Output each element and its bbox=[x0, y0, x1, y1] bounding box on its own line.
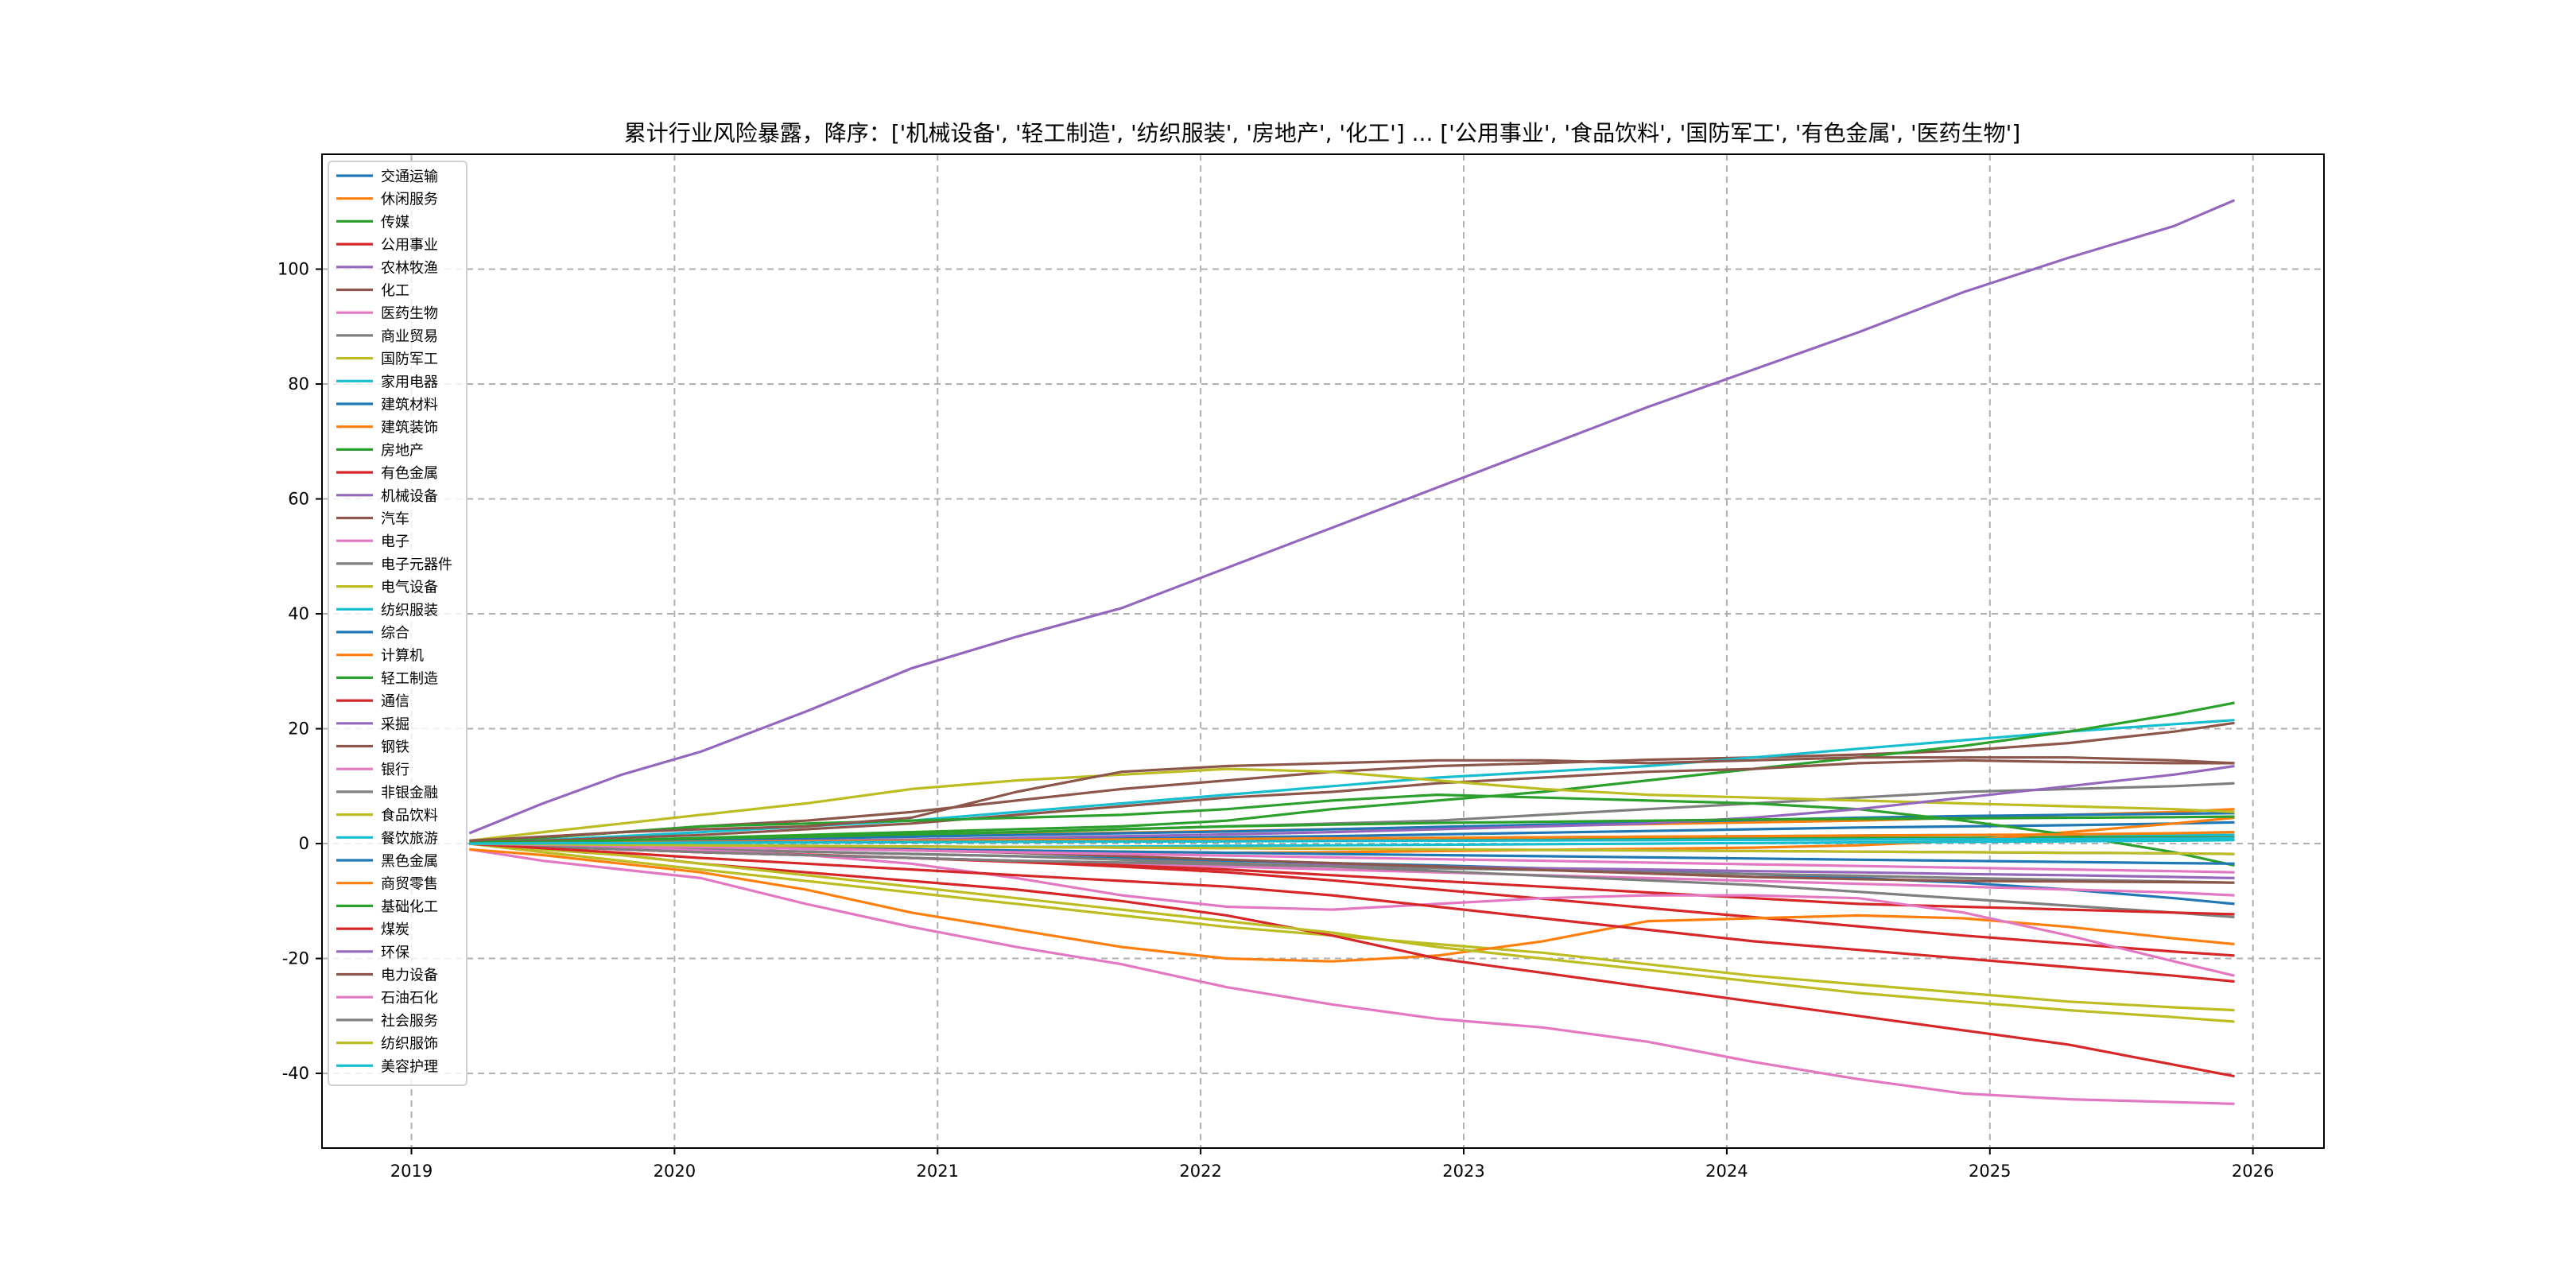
series-line bbox=[469, 842, 2235, 1023]
legend-label: 农林牧渔 bbox=[381, 260, 438, 277]
y-tick-label: 100 bbox=[277, 260, 309, 279]
legend-label: 电气设备 bbox=[381, 580, 438, 596]
y-tick-label: 60 bbox=[288, 490, 309, 509]
plot-frame bbox=[321, 153, 2325, 1149]
series-line bbox=[469, 815, 2235, 845]
series-line bbox=[469, 793, 2235, 867]
y-tick-label: -20 bbox=[282, 949, 309, 968]
series-line bbox=[469, 719, 2235, 845]
x-tick-label: 2020 bbox=[654, 1162, 696, 1181]
legend-box bbox=[328, 161, 467, 1086]
series-line bbox=[469, 842, 2235, 983]
legend-label: 商贸零售 bbox=[381, 876, 438, 893]
legend-label: 社会服务 bbox=[381, 1013, 438, 1030]
legend-label: 交通运输 bbox=[381, 169, 438, 185]
legend-label: 黑色金属 bbox=[381, 853, 438, 870]
y-tick-label: -40 bbox=[282, 1064, 309, 1083]
legend-label: 环保 bbox=[381, 945, 409, 961]
legend-label: 钢铁 bbox=[381, 739, 409, 756]
legend-label: 非银金融 bbox=[381, 785, 438, 801]
chart-title: 累计行业风险暴露，降序：['机械设备', '轻工制造', '纺织服装', '房地… bbox=[624, 120, 2021, 146]
series-line bbox=[469, 812, 2235, 845]
legend-label: 基础化工 bbox=[381, 898, 438, 915]
legend-label: 食品饮料 bbox=[381, 808, 438, 824]
y-tick-label: 20 bbox=[288, 720, 309, 739]
legend-label: 公用事业 bbox=[381, 237, 438, 254]
legend-label: 医药生物 bbox=[381, 305, 438, 322]
legend-label: 纺织服饰 bbox=[381, 1036, 438, 1053]
series-line bbox=[469, 842, 2235, 874]
y-tick-label: 0 bbox=[299, 834, 309, 853]
legend-label: 家用电器 bbox=[381, 374, 438, 390]
legend-label: 电力设备 bbox=[381, 968, 438, 984]
legend-label: 化工 bbox=[381, 283, 409, 300]
legend-label: 房地产 bbox=[381, 442, 424, 459]
x-tick-label: 2024 bbox=[1705, 1162, 1748, 1181]
series-line bbox=[469, 758, 2235, 845]
legend-label: 机械设备 bbox=[381, 488, 438, 505]
legend-label: 石油石化 bbox=[381, 990, 438, 1007]
legend-label: 银行 bbox=[381, 762, 409, 778]
legend-label: 商业贸易 bbox=[381, 328, 438, 345]
legend-label: 休闲服务 bbox=[381, 192, 438, 208]
series-line bbox=[469, 848, 2235, 963]
x-tick-label: 2023 bbox=[1442, 1162, 1484, 1181]
x-tick-label: 2022 bbox=[1179, 1162, 1221, 1181]
y-tick-label: 40 bbox=[288, 604, 309, 623]
legend: 交通运输休闲服务传媒公用事业农林牧渔化工医药生物商业贸易国防军工家用电器建筑材料… bbox=[328, 161, 467, 1086]
legend-label: 通信 bbox=[381, 693, 409, 710]
y-axis: -40 -20 0 20 40 60 80 100 bbox=[277, 260, 322, 1083]
series-line bbox=[469, 836, 2235, 845]
legend-label: 电子 bbox=[381, 533, 409, 550]
series-line bbox=[468, 199, 2236, 835]
x-axis: 2019 2020 2021 2022 2023 2024 2025 2026 bbox=[390, 1148, 2274, 1181]
legend-label: 计算机 bbox=[381, 648, 424, 665]
legend-label: 综合 bbox=[381, 625, 409, 642]
y-tick-label: 80 bbox=[288, 374, 309, 394]
series-lines bbox=[468, 199, 2236, 1105]
legend-label: 轻工制造 bbox=[381, 670, 438, 687]
series-line bbox=[469, 848, 2235, 1105]
legend-label: 建筑装饰 bbox=[381, 420, 438, 436]
legend-label: 有色金属 bbox=[381, 465, 438, 482]
series-line bbox=[469, 842, 2235, 884]
x-tick-label: 2025 bbox=[1969, 1162, 2011, 1181]
legend-label: 汽车 bbox=[381, 511, 409, 528]
legend-label: 美容护理 bbox=[381, 1058, 438, 1075]
legend-label: 电子元器件 bbox=[381, 557, 452, 573]
x-tick-label: 2026 bbox=[2232, 1162, 2274, 1181]
series-line bbox=[469, 756, 2235, 842]
x-tick-label: 2021 bbox=[917, 1162, 959, 1181]
series-line bbox=[469, 767, 2235, 842]
series-line bbox=[469, 842, 2235, 855]
series-line bbox=[469, 842, 2235, 977]
x-tick-label: 2019 bbox=[390, 1162, 433, 1181]
legend-label: 国防军工 bbox=[381, 351, 438, 368]
legend-label: 餐饮旅游 bbox=[381, 830, 438, 847]
legend-label: 建筑材料 bbox=[381, 397, 438, 413]
legend-label: 纺织服装 bbox=[381, 602, 438, 619]
legend-label: 传媒 bbox=[381, 214, 409, 231]
legend-label: 采掘 bbox=[381, 716, 409, 733]
legend-label: 煤炭 bbox=[381, 921, 409, 938]
